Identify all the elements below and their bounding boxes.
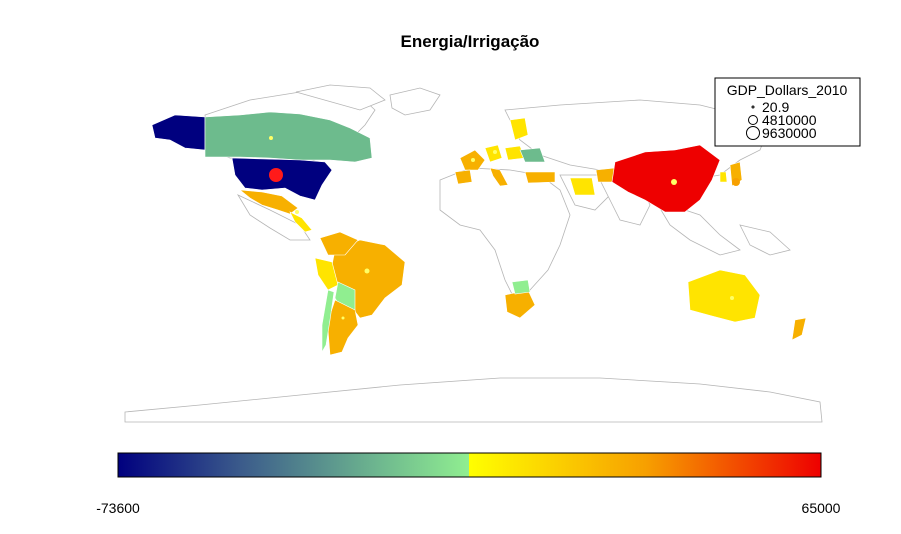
bubble-france bbox=[471, 158, 475, 162]
country-turkey bbox=[524, 171, 556, 184]
country-usa-alaska bbox=[151, 114, 206, 151]
country-canada bbox=[204, 111, 373, 163]
colorbar-frame bbox=[117, 452, 822, 478]
country-chile bbox=[321, 289, 335, 354]
colorbar-max-label: 65000 bbox=[802, 500, 841, 516]
country-korea bbox=[719, 171, 728, 183]
size-legend: GDP_Dollars_2010 20.9 4810000 9630000 bbox=[714, 77, 861, 147]
country-usa bbox=[231, 157, 333, 201]
bubble-japan bbox=[732, 178, 740, 186]
colorbar-min-label: -73600 bbox=[96, 500, 140, 516]
legend-symbol-medium bbox=[748, 115, 758, 125]
country-germany bbox=[484, 144, 503, 163]
bubble-argentina bbox=[341, 316, 345, 320]
country-italy bbox=[489, 167, 509, 187]
bubble-china bbox=[671, 179, 677, 185]
country-iran bbox=[569, 177, 596, 196]
country-spain bbox=[454, 169, 473, 185]
country-new-zealand bbox=[791, 317, 807, 341]
bubble-mexico bbox=[295, 210, 299, 214]
country-ukraine bbox=[519, 147, 546, 163]
country-china bbox=[611, 144, 721, 213]
country-scandinavia bbox=[509, 117, 529, 141]
legend-entry-3: 9630000 bbox=[762, 125, 817, 141]
colored-countries bbox=[151, 111, 807, 356]
colorbar-low bbox=[118, 453, 469, 477]
legend-title: GDP_Dollars_2010 bbox=[727, 82, 848, 98]
bubble-brazil bbox=[364, 268, 370, 274]
bubble-canada bbox=[269, 136, 273, 140]
colorbar-high bbox=[469, 453, 821, 477]
colorbar: -73600 65000 bbox=[96, 452, 841, 516]
legend-entry-1: 20.9 bbox=[762, 99, 789, 115]
gdp-bubbles bbox=[269, 136, 740, 320]
country-south-africa bbox=[504, 289, 536, 319]
country-central-america bbox=[289, 211, 313, 233]
legend-symbol-large bbox=[746, 126, 760, 140]
legend-symbol-small bbox=[751, 105, 755, 109]
legend-entry-2: 4810000 bbox=[762, 112, 817, 128]
country-zimbabwe bbox=[511, 279, 531, 295]
bubble-usa bbox=[269, 168, 283, 182]
country-mexico bbox=[239, 189, 299, 215]
country-peru bbox=[314, 257, 339, 291]
world-outline bbox=[124, 84, 823, 423]
bubble-australia bbox=[730, 296, 734, 300]
country-colombia bbox=[319, 231, 359, 256]
bubble-germany bbox=[493, 150, 497, 154]
country-australia bbox=[687, 269, 761, 323]
map-title: Energia/Irrigação bbox=[401, 32, 540, 51]
legend-box bbox=[714, 77, 861, 147]
